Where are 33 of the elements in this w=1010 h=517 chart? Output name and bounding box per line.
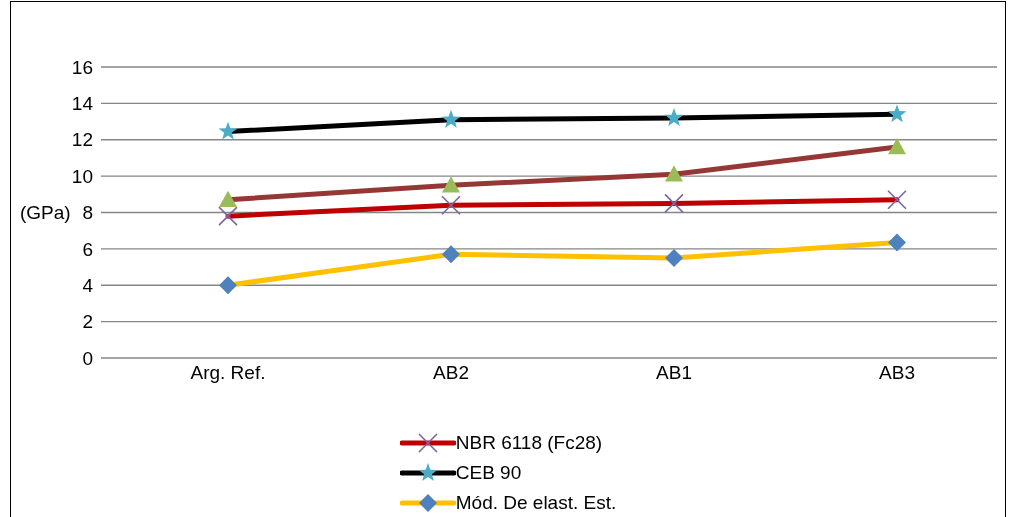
point — [888, 138, 906, 155]
point — [219, 276, 237, 295]
legend-label: NBR 6118 (Fc28) — [455, 432, 603, 454]
point — [218, 121, 238, 140]
y-tick-label: 8 — [82, 202, 93, 224]
point — [888, 233, 906, 252]
x-tick-label: AB2 — [433, 362, 469, 384]
y-tick-label: 16 — [71, 56, 93, 78]
point — [441, 195, 461, 216]
y-tick-label: 0 — [82, 347, 93, 369]
point — [442, 245, 460, 264]
y-tick-label: 14 — [71, 93, 94, 115]
point — [665, 248, 683, 267]
point — [887, 104, 907, 123]
point — [441, 109, 461, 128]
point — [664, 108, 684, 126]
point — [442, 176, 460, 193]
y-axis-title: (GPa) — [20, 202, 71, 224]
point — [887, 189, 907, 210]
x-tick-label: AB1 — [656, 362, 692, 384]
legend-label: Mód. De elast. Est. — [455, 492, 617, 514]
x-tick-label: AB3 — [879, 362, 915, 384]
point — [664, 193, 684, 214]
y-tick-label: 2 — [82, 311, 93, 333]
y-tick-label: 6 — [82, 238, 93, 260]
x-tick-label: Arg. Ref. — [190, 362, 266, 384]
y-tick-label: 10 — [71, 165, 93, 187]
point — [218, 206, 238, 226]
y-tick-label: 4 — [82, 274, 94, 296]
legend-label: CEB 90 — [455, 462, 522, 484]
point — [219, 190, 237, 207]
y-tick-label: 12 — [71, 129, 93, 151]
point — [665, 165, 683, 182]
